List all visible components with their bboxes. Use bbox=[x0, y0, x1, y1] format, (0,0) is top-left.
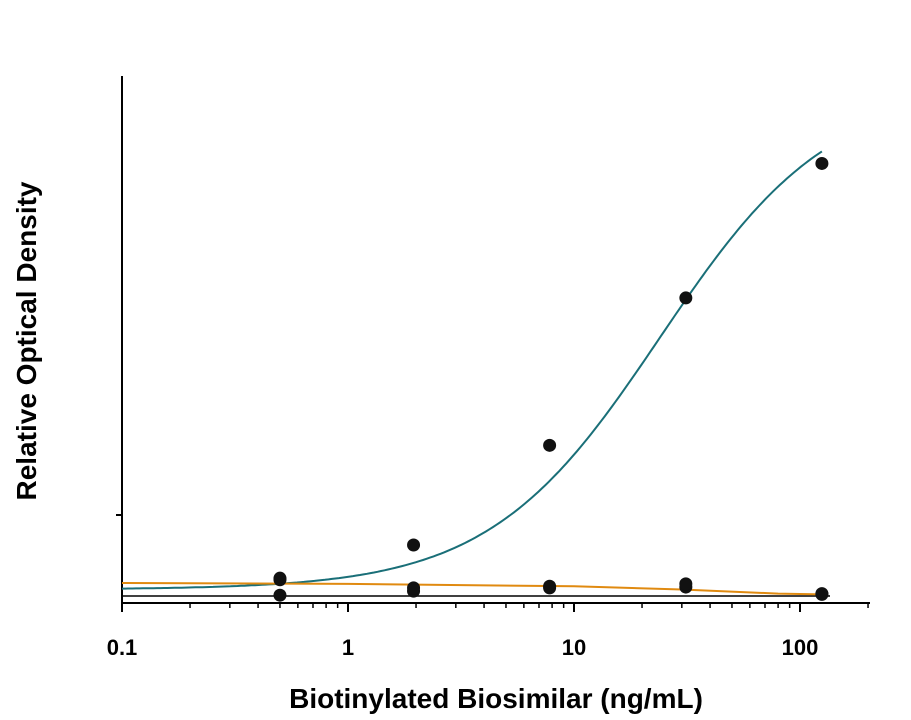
fit-curves bbox=[121, 150, 823, 596]
x-tick-label: 100 bbox=[782, 635, 819, 660]
x-tick-label: 0.1 bbox=[107, 635, 138, 660]
x-axis-title: Biotinylated Biosimilar (ng/mL) bbox=[289, 683, 703, 714]
data-points bbox=[273, 156, 829, 602]
data-point-series-2 bbox=[679, 577, 693, 591]
x-tick-label: 1 bbox=[342, 635, 354, 660]
axes bbox=[116, 76, 870, 612]
data-point-series-1 bbox=[815, 156, 829, 170]
data-point-series-2 bbox=[815, 587, 829, 601]
fit-curve-series-1 bbox=[122, 150, 823, 590]
data-point-series-1 bbox=[679, 291, 693, 305]
data-point-series-2 bbox=[273, 571, 287, 585]
data-point-series-1 bbox=[407, 538, 421, 552]
y-axis-title: Relative Optical Density bbox=[11, 181, 42, 500]
x-tick-label: 10 bbox=[562, 635, 586, 660]
axis-labels: 0.1 1 10 100 Biotinylated Biosimilar (ng/mL)… bbox=[11, 181, 818, 714]
data-point-series-2 bbox=[407, 581, 421, 595]
data-point-series-2 bbox=[543, 579, 557, 593]
data-point-series-2 bbox=[273, 588, 287, 602]
fit-curve-series-2 bbox=[121, 582, 822, 596]
data-point-series-1 bbox=[543, 438, 557, 452]
